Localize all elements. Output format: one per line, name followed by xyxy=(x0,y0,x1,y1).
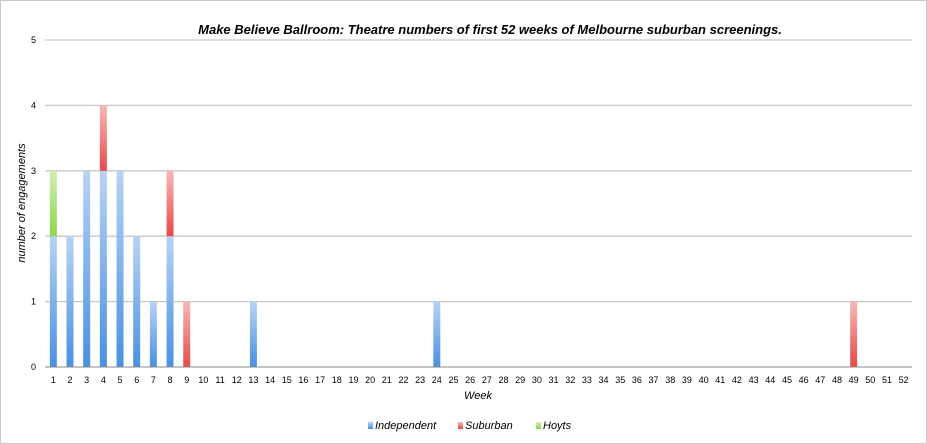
x-tick-label: 32 xyxy=(565,375,575,385)
x-tick-label: 1 xyxy=(51,375,56,385)
bar-hoyts-week-1 xyxy=(49,170,57,237)
x-tick-label: 42 xyxy=(732,375,742,385)
y-tick-label: 0 xyxy=(31,362,36,372)
bar-independent-week-7 xyxy=(149,301,157,367)
x-axis-label: Week xyxy=(464,390,492,402)
x-tick-label: 50 xyxy=(865,375,875,385)
bar-independent-week-3 xyxy=(83,170,91,367)
bar-independent-week-6 xyxy=(133,236,141,367)
x-tick-label: 23 xyxy=(415,375,425,385)
y-axis-label: number of engagements xyxy=(16,143,28,263)
x-tick-label: 36 xyxy=(632,375,642,385)
x-tick-label: 11 xyxy=(215,375,224,385)
x-tick-label: 38 xyxy=(665,375,675,385)
x-tick-label: 39 xyxy=(682,375,692,385)
bar-independent-week-2 xyxy=(66,236,74,367)
x-tick-label: 18 xyxy=(332,375,342,385)
y-axis-ticks: 0 1 2 3 4 5 xyxy=(31,35,36,372)
x-tick-label: 17 xyxy=(315,375,325,385)
x-tick-label: 26 xyxy=(465,375,475,385)
bar-independent-week-4 xyxy=(99,170,107,367)
y-tick-label: 2 xyxy=(31,231,36,241)
x-tick-label: 5 xyxy=(118,375,123,385)
x-tick-label: 21 xyxy=(382,375,392,385)
legend-swatch-independent xyxy=(368,422,373,429)
x-tick-label: 16 xyxy=(298,375,308,385)
x-tick-label: 3 xyxy=(84,375,89,385)
x-tick-label: 52 xyxy=(899,375,909,385)
bar-suburban-week-49 xyxy=(850,301,858,367)
x-tick-label: 13 xyxy=(248,375,258,385)
x-tick-label: 45 xyxy=(782,375,792,385)
x-tick-label: 35 xyxy=(615,375,625,385)
bar-suburban-week-9 xyxy=(183,301,191,367)
y-tick-label: 3 xyxy=(31,166,36,176)
x-tick-label: 4 xyxy=(101,375,106,385)
x-tick-label: 40 xyxy=(699,375,709,385)
bar-independent-week-24 xyxy=(433,301,441,367)
legend: Independent Suburban Hoyts xyxy=(368,420,572,432)
legend-swatch-hoyts xyxy=(536,422,541,429)
legend-label-suburban: Suburban xyxy=(465,420,513,432)
x-tick-label: 37 xyxy=(649,375,659,385)
gridlines xyxy=(45,39,912,368)
y-tick-label: 1 xyxy=(31,297,36,307)
x-tick-label: 41 xyxy=(715,375,725,385)
y-tick-label: 5 xyxy=(31,35,36,45)
x-tick-label: 25 xyxy=(448,375,458,385)
x-tick-label: 12 xyxy=(232,375,242,385)
x-tick-label: 43 xyxy=(749,375,759,385)
x-tick-label: 30 xyxy=(532,375,542,385)
x-tick-label: 2 xyxy=(68,375,73,385)
x-tick-label: 44 xyxy=(765,375,775,385)
legend-label-independent: Independent xyxy=(375,420,437,432)
x-tick-label: 47 xyxy=(815,375,825,385)
bar-independent-week-13 xyxy=(249,301,257,367)
x-tick-label: 31 xyxy=(549,375,559,385)
x-tick-label: 24 xyxy=(432,375,442,385)
bar-independent-week-5 xyxy=(116,170,124,367)
x-tick-label: 15 xyxy=(282,375,292,385)
x-tick-label: 8 xyxy=(168,375,173,385)
x-tick-label: 9 xyxy=(184,375,189,385)
x-tick-label: 48 xyxy=(832,375,842,385)
x-tick-label: 19 xyxy=(348,375,358,385)
y-tick-label: 4 xyxy=(31,100,36,110)
chart-title: Make Believe Ballroom: Theatre numbers o… xyxy=(198,22,782,37)
x-tick-label: 33 xyxy=(582,375,592,385)
x-tick-label: 29 xyxy=(515,375,525,385)
x-tick-label: 34 xyxy=(599,375,609,385)
x-tick-label: 51 xyxy=(882,375,892,385)
x-axis-ticks: 1 2 3 4 5 6 7 8 9 10 11 12 13 14 15 16 17 18 19 20 21 22 23 24 2… xyxy=(51,375,909,385)
legend-label-hoyts: Hoyts xyxy=(543,420,572,432)
x-tick-label: 27 xyxy=(482,375,492,385)
x-tick-label: 14 xyxy=(265,375,275,385)
x-tick-label: 28 xyxy=(499,375,509,385)
x-tick-label: 20 xyxy=(365,375,375,385)
legend-swatch-suburban xyxy=(458,422,463,429)
x-tick-label: 7 xyxy=(151,375,156,385)
bar-suburban-week-4 xyxy=(99,105,107,171)
x-tick-label: 46 xyxy=(799,375,809,385)
bar-independent-week-1 xyxy=(49,236,57,367)
x-tick-label: 49 xyxy=(849,375,859,385)
bar-independent-week-8 xyxy=(166,236,174,367)
bar-suburban-week-8 xyxy=(166,170,174,237)
x-tick-label: 10 xyxy=(198,375,208,385)
bars xyxy=(49,105,858,367)
x-tick-label: 22 xyxy=(398,375,408,385)
x-tick-label: 6 xyxy=(134,375,139,385)
